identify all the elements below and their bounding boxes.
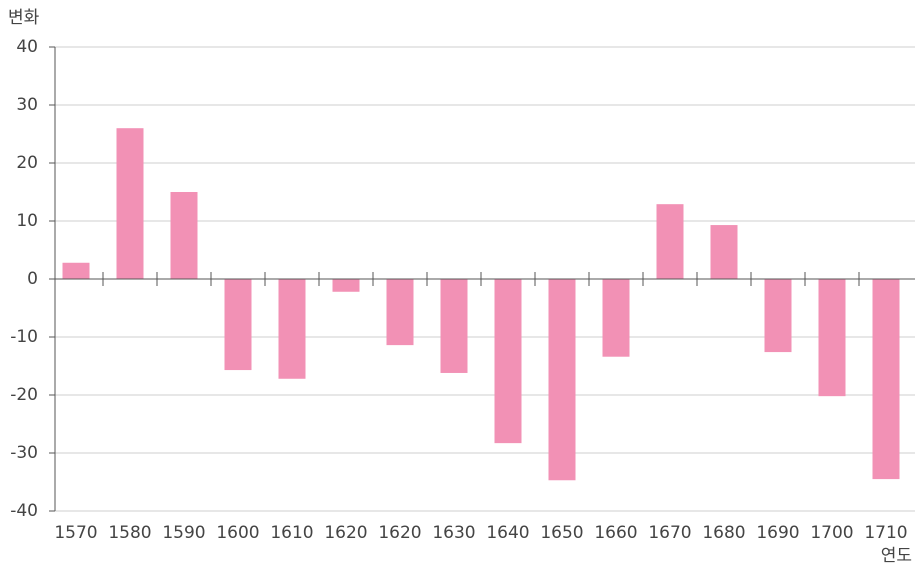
bar [332,279,360,292]
x-tick-label: 1610 [270,523,313,543]
y-tick-label: 30 [16,95,38,115]
y-tick-label: 20 [16,153,38,173]
bar [116,128,144,279]
x-tick-label: 1680 [702,523,745,543]
y-tick-label: 40 [16,37,38,57]
bar [170,192,198,279]
bar [818,279,846,397]
bar [872,279,900,480]
y-tick-label: 0 [27,269,38,289]
bar [440,279,468,373]
y-tick-label: -30 [10,443,38,463]
bar [656,204,684,279]
bar [764,279,792,353]
x-tick-label: 1630 [432,523,475,543]
x-tick-label: 1580 [108,523,151,543]
x-tick-label: 1650 [540,523,583,543]
bar [62,262,90,279]
y-tick-label: -10 [10,327,38,347]
y-axis-label: 변화 [8,8,40,28]
x-tick-label: 1570 [54,523,97,543]
bar [548,279,576,481]
x-tick-label: 1660 [594,523,637,543]
x-tick-label: 1690 [756,523,799,543]
x-tick-label: 1710 [864,523,907,543]
x-tick-label: 1600 [216,523,259,543]
bar [278,279,306,379]
y-tick-label: 10 [16,211,38,231]
x-tick-label: 1640 [486,523,529,543]
y-tick-label: -40 [10,501,38,521]
bar [710,225,738,279]
bar [224,279,252,371]
x-axis-label: 연도 [881,546,912,566]
x-tick-label: 1670 [648,523,691,543]
x-tick-label: 1620 [378,523,421,543]
x-tick-label: 1620 [324,523,367,543]
x-tick-label: 1590 [162,523,205,543]
bar [494,279,522,444]
bar [386,279,414,346]
x-tick-label: 1700 [810,523,853,543]
y-tick-label: -20 [10,385,38,405]
bar [602,279,630,357]
